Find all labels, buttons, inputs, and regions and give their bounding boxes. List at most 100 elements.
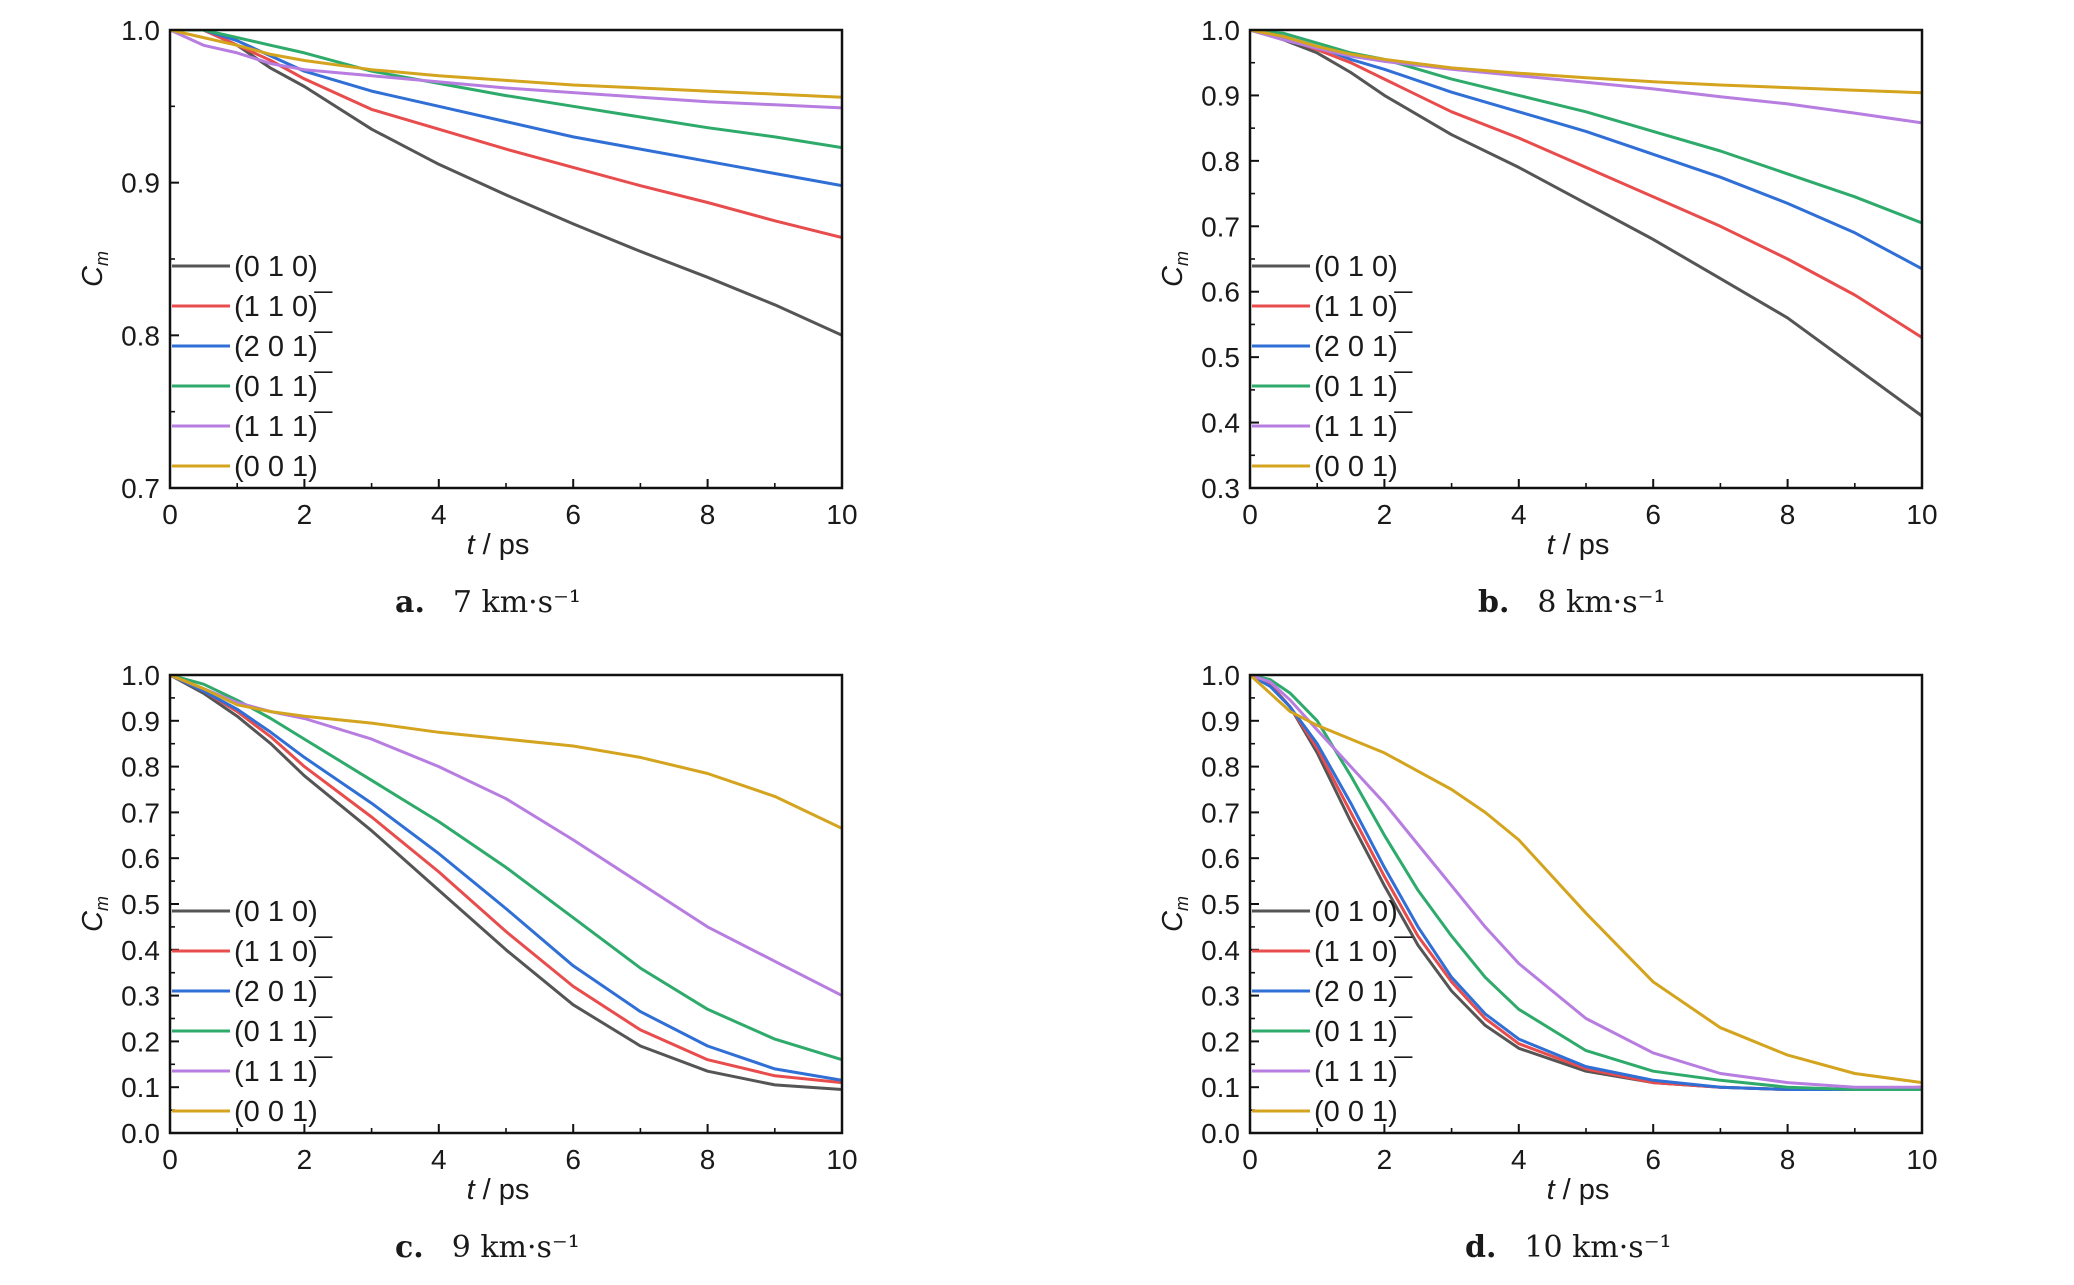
x-tick-label: 4 bbox=[431, 1144, 447, 1175]
y-axis-label: Cm bbox=[1157, 251, 1192, 287]
y-axis-var: C bbox=[77, 910, 109, 932]
series-line bbox=[170, 675, 842, 1082]
y-axis-label: Cm bbox=[1157, 896, 1192, 932]
legend-label: (0 1 0) bbox=[1314, 251, 1398, 283]
y-tick-label: 0.9 bbox=[1201, 706, 1240, 737]
x-axis-label: t / ps bbox=[467, 529, 530, 561]
x-axis-unit: / ps bbox=[1555, 529, 1610, 561]
x-axis-unit: / ps bbox=[1555, 1174, 1610, 1206]
y-tick-label: 0.2 bbox=[121, 1026, 160, 1057]
caption-text: 8 km·s⁻¹ bbox=[1537, 585, 1666, 620]
x-axis-var: t bbox=[1547, 529, 1557, 561]
y-tick-label: 0.6 bbox=[1201, 277, 1240, 308]
y-tick-label: 0.8 bbox=[121, 752, 160, 783]
y-tick-label: 0.6 bbox=[121, 843, 160, 874]
series-line bbox=[1250, 30, 1922, 418]
legend-label: (2 0 1) bbox=[1314, 331, 1398, 363]
series-line bbox=[1250, 675, 1922, 1089]
x-axis-var: t bbox=[1547, 1174, 1557, 1206]
x-tick-label: 6 bbox=[1645, 1144, 1661, 1175]
series-line bbox=[170, 30, 842, 99]
legend-label: (1 1 0) bbox=[234, 291, 318, 323]
y-tick-label: 0.4 bbox=[121, 935, 160, 966]
x-tick-label: 2 bbox=[297, 499, 313, 530]
caption-b: b. 8 km·s⁻¹ bbox=[1478, 585, 1665, 620]
x-tick-label: 0 bbox=[1242, 1144, 1258, 1175]
series-line bbox=[170, 30, 842, 337]
x-tick-label: 10 bbox=[826, 499, 857, 530]
x-tick-label: 10 bbox=[826, 1144, 857, 1175]
series-line bbox=[1250, 30, 1922, 95]
legend-label: (1 1 0) bbox=[1314, 936, 1398, 968]
series-line bbox=[170, 30, 842, 188]
y-axis-subscript: m bbox=[92, 251, 112, 266]
x-tick-label: 8 bbox=[1780, 499, 1796, 530]
legend-label: (1 1 1) bbox=[234, 1056, 318, 1088]
y-tick-label: 1.0 bbox=[1201, 660, 1240, 691]
x-tick-label: 2 bbox=[1377, 1144, 1393, 1175]
series-line bbox=[1250, 675, 1922, 1091]
x-axis-label: t / ps bbox=[1547, 529, 1610, 561]
x-tick-label: 6 bbox=[565, 499, 581, 530]
y-tick-label: 0.3 bbox=[121, 981, 160, 1012]
caption-a: a. 7 km·s⁻¹ bbox=[395, 585, 581, 620]
y-tick-label: 0.2 bbox=[1201, 1026, 1240, 1057]
legend-label: (0 1 1) bbox=[234, 371, 318, 403]
legend-label: (1 1 1) bbox=[1314, 411, 1398, 443]
legend-label: (0 1 0) bbox=[234, 251, 318, 283]
y-tick-label: 0.7 bbox=[1201, 211, 1240, 242]
y-axis-subscript: m bbox=[1172, 251, 1192, 266]
y-tick-label: 0.4 bbox=[1201, 408, 1240, 439]
x-tick-label: 8 bbox=[700, 1144, 716, 1175]
y-tick-label: 0.8 bbox=[1201, 752, 1240, 783]
series-line bbox=[170, 675, 842, 997]
x-tick-label: 10 bbox=[1906, 499, 1937, 530]
y-axis-subscript: m bbox=[92, 896, 112, 911]
caption-text: 7 km·s⁻¹ bbox=[452, 585, 581, 620]
x-axis-unit: / ps bbox=[475, 529, 530, 561]
legend-label: (0 1 1) bbox=[234, 1016, 318, 1048]
legend-label: (2 0 1) bbox=[234, 976, 318, 1008]
legend-label: (0 1 1) bbox=[1314, 1016, 1398, 1048]
y-tick-label: 0.9 bbox=[121, 706, 160, 737]
y-axis-subscript: m bbox=[1172, 896, 1192, 911]
chart-c: 0 2 4 6 8 10 0.0 0.1 0.2 0.3 0.4 0.5 0.6 0.7 0.8 0.9 1.0… bbox=[77, 660, 858, 1206]
y-axis-label: Cm bbox=[77, 896, 112, 932]
y-axis-var: C bbox=[1157, 265, 1189, 287]
y-tick-label: 0.7 bbox=[1201, 797, 1240, 828]
series-line bbox=[170, 30, 842, 110]
legend-label: (0 1 1) bbox=[1314, 371, 1398, 403]
legend-label: (2 0 1) bbox=[234, 331, 318, 363]
series-group bbox=[1250, 675, 1922, 1091]
chart-d: 0 2 4 6 8 10 0.0 0.1 0.2 0.3 0.4 0.5 0.6 0.7 0.8 0.9 1.0… bbox=[1157, 660, 1938, 1206]
x-tick-label: 8 bbox=[1780, 1144, 1796, 1175]
legend-label: (1 1 1) bbox=[1314, 1056, 1398, 1088]
series-group bbox=[170, 675, 842, 1091]
y-axis-label: Cm bbox=[77, 251, 112, 287]
legend-label: (0 0 1) bbox=[1314, 1096, 1398, 1128]
y-axis-var: C bbox=[77, 265, 109, 287]
x-axis-label: t / ps bbox=[1547, 1174, 1610, 1206]
caption-d: d. 10 km·s⁻¹ bbox=[1465, 1230, 1672, 1265]
caption-letter: b. bbox=[1478, 585, 1510, 620]
y-tick-label: 1.0 bbox=[121, 15, 160, 46]
y-tick-label: 0.4 bbox=[1201, 935, 1240, 966]
series-group bbox=[1250, 30, 1922, 418]
y-tick-label: 0.3 bbox=[1201, 981, 1240, 1012]
x-tick-label: 6 bbox=[1645, 499, 1661, 530]
y-tick-label: 0.1 bbox=[1201, 1072, 1240, 1103]
caption-c: c. 9 km·s⁻¹ bbox=[395, 1230, 580, 1265]
x-tick-label: 4 bbox=[431, 499, 447, 530]
legend-label: (0 1 0) bbox=[1314, 896, 1398, 928]
x-axis-unit: / ps bbox=[475, 1174, 530, 1206]
x-tick-label: 6 bbox=[565, 1144, 581, 1175]
series-line bbox=[1250, 675, 1922, 1091]
y-tick-label: 0.0 bbox=[121, 1118, 160, 1149]
x-tick-label: 10 bbox=[1906, 1144, 1937, 1175]
legend-label: (0 0 1) bbox=[234, 1096, 318, 1128]
y-tick-label: 0.3 bbox=[1201, 473, 1240, 504]
y-tick-label: 0.7 bbox=[121, 797, 160, 828]
series-group bbox=[170, 30, 842, 337]
x-tick-label: 4 bbox=[1511, 1144, 1527, 1175]
